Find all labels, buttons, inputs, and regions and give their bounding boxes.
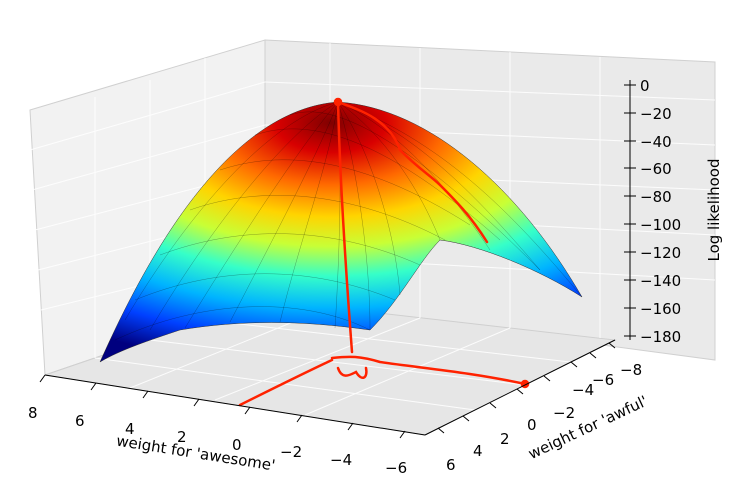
y-tick-1: 4 [462,415,483,460]
x-tick-6: −4 [330,422,354,469]
z-axis-ticks: 0 −20 −40 −60 −80 −100 −120 −140 −160 −1… [624,77,681,346]
svg-text:−4: −4 [572,381,594,399]
y-axis-label: weight for 'awful' [525,392,650,463]
svg-text:−40: −40 [640,133,672,151]
svg-text:−100: −100 [640,216,681,234]
y-tick-4: −2 [543,375,575,422]
z-axis-label: Log likelihood [705,159,723,262]
y-tick-2: 2 [489,402,510,448]
svg-text:0: 0 [527,416,537,434]
z-tick-5: −100 [624,216,681,234]
svg-text:0: 0 [640,77,650,95]
svg-text:2: 2 [500,430,510,448]
svg-text:6: 6 [75,412,85,430]
y-tick-5: −4 [570,361,594,399]
x-axis-ticks: 8 6 4 2 0 −2 −4 −6 [28,374,407,477]
x-tick-1: 6 [75,382,97,430]
svg-text:8: 8 [28,404,38,422]
y-tick-3: 0 [516,388,537,434]
y-tick-0: 6 [437,427,456,474]
svg-text:−160: −160 [640,300,681,318]
x-tick-3: 2 [177,398,200,446]
svg-text:−4: −4 [330,451,352,469]
y-tick-6: −6 [589,352,614,389]
svg-text:−120: −120 [640,244,681,262]
x-tick-5: −2 [280,414,303,461]
svg-text:−180: −180 [640,328,681,346]
z-tick-0: 0 [624,77,650,95]
svg-text:0: 0 [232,436,242,454]
svg-text:2: 2 [177,428,187,446]
svg-text:−2: −2 [280,443,302,461]
svg-text:−60: −60 [640,160,672,178]
y-tick-7: −8 [608,342,642,379]
x-tick-4: 0 [232,406,251,454]
z-tick-3: −60 [624,160,672,178]
likelihood-surface [99,101,583,363]
svg-text:4: 4 [125,420,135,438]
svg-text:4: 4 [473,442,483,460]
z-tick-9: −180 [624,328,681,346]
svg-text:−140: −140 [640,272,681,290]
svg-text:6: 6 [446,456,456,474]
z-tick-1: −20 [624,105,672,123]
red-annotations [238,97,530,407]
svg-text:−8: −8 [620,361,642,379]
y-axis-ticks: 6 4 2 0 −2 −4 −6 −8 [437,342,642,474]
svg-text:−6: −6 [592,371,614,389]
svg-text:−6: −6 [385,459,407,477]
x-axis-label: weight for 'awesome' [115,432,276,475]
x-tick-7: −6 [385,430,407,477]
z-tick-6: −120 [624,244,681,262]
svg-text:−20: −20 [640,105,672,123]
z-tick-7: −140 [624,272,681,290]
z-tick-4: −80 [624,188,672,206]
x-tick-2: 4 [125,390,149,438]
x-axis-line [44,374,426,436]
svg-text:−2: −2 [553,404,575,422]
z-tick-2: −40 [624,133,672,151]
z-tick-8: −160 [624,300,681,318]
svg-text:−80: −80 [640,188,672,206]
x-tick-0: 8 [28,374,46,422]
y-axis-line [424,339,616,436]
